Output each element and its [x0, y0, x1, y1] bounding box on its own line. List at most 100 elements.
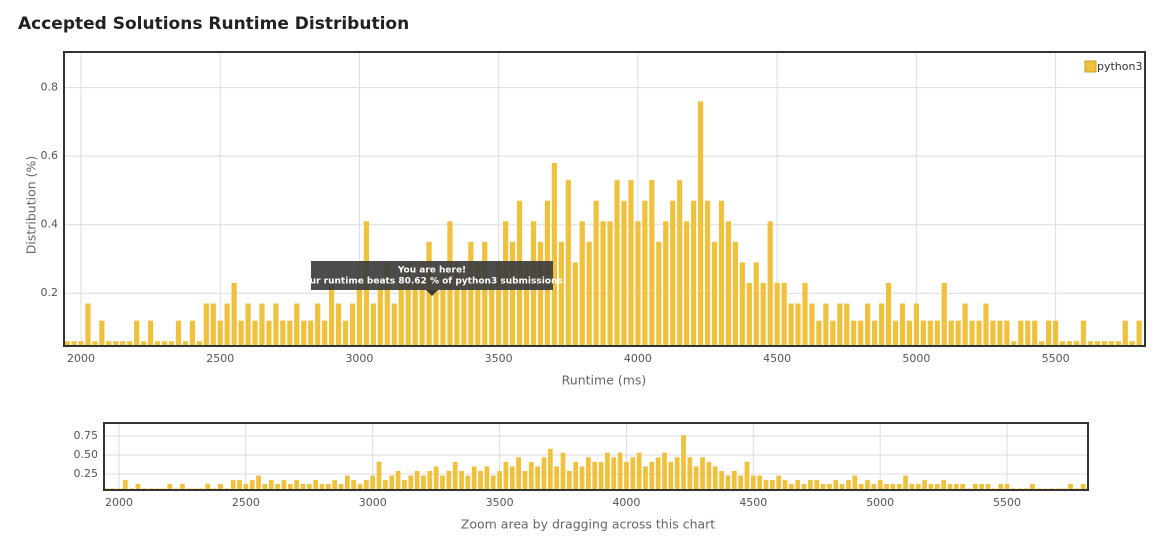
bar [983, 303, 989, 346]
bar [313, 480, 318, 490]
bar [674, 457, 680, 490]
bar [617, 452, 623, 490]
bar [598, 461, 604, 490]
bar [611, 457, 617, 490]
bar [628, 180, 634, 346]
bar [928, 483, 934, 490]
bar [725, 221, 732, 346]
bar [871, 483, 877, 490]
bar [909, 483, 915, 490]
bar [1068, 483, 1073, 490]
bar [801, 483, 807, 490]
bar [154, 341, 161, 346]
bar [1030, 483, 1035, 490]
bar [763, 480, 769, 490]
tooltip: You are here!Your runtime beats 80.62 % … [297, 261, 566, 296]
x-tick-label: 4000 [624, 352, 652, 365]
bar [1004, 483, 1010, 490]
bar [774, 282, 780, 346]
bar [947, 483, 953, 490]
bar [636, 452, 642, 490]
chart-title: Accepted Solutions Runtime Distribution [18, 14, 409, 34]
bar [795, 480, 801, 490]
bar [1032, 320, 1038, 346]
x-tick-label: 5000 [902, 352, 930, 365]
bar [218, 483, 223, 490]
bar [238, 320, 244, 346]
legend: python3 [1084, 60, 1142, 73]
bar [744, 461, 750, 490]
bar [71, 341, 77, 346]
bar [370, 303, 376, 346]
bar [509, 241, 516, 346]
bar [704, 200, 711, 346]
bar [877, 480, 883, 490]
bar [482, 241, 488, 346]
x-tick-label: 2000 [105, 496, 133, 509]
bar [662, 452, 667, 490]
bar [607, 221, 613, 346]
bar [681, 435, 686, 490]
bar [433, 282, 439, 346]
bar [1046, 320, 1052, 346]
bar [781, 282, 787, 346]
bar [256, 475, 261, 490]
bar [249, 480, 255, 490]
bar [572, 262, 578, 346]
bar [1087, 341, 1094, 346]
bar [454, 262, 460, 346]
bar [809, 303, 815, 346]
bar [328, 282, 335, 346]
bar [141, 341, 147, 346]
bar [344, 475, 350, 490]
bar [776, 475, 782, 490]
y-axis-label: Distribution (%) [24, 156, 39, 255]
x-tick-label: 2500 [232, 496, 260, 509]
bar [217, 320, 223, 346]
bar [414, 470, 420, 490]
bar [287, 320, 293, 346]
bar [922, 480, 927, 490]
bar [579, 221, 585, 346]
bar [419, 262, 425, 346]
bar [427, 470, 433, 490]
bar [962, 303, 968, 346]
bar [814, 480, 820, 490]
bar [384, 262, 390, 346]
bar [927, 320, 933, 346]
bar [788, 303, 794, 346]
tooltip-pointer [426, 290, 438, 296]
bar [948, 320, 954, 346]
bar [120, 341, 126, 346]
y-tick-label: 0.25 [74, 467, 99, 480]
bar [554, 466, 560, 490]
bar [760, 282, 766, 346]
bar [1053, 320, 1059, 346]
bar [858, 320, 864, 346]
bar [592, 461, 598, 490]
bar [920, 320, 926, 346]
bar [113, 341, 119, 346]
bar [750, 475, 756, 490]
bar [858, 483, 864, 490]
bar [252, 320, 258, 346]
bar [459, 470, 464, 490]
bar [127, 341, 133, 346]
x-tick-label: 4000 [612, 496, 640, 509]
y-tick-label: 0.2 [41, 286, 59, 299]
bar [516, 457, 521, 490]
bar [624, 461, 629, 490]
bar [294, 480, 299, 490]
bar [649, 180, 655, 346]
bar [718, 200, 725, 346]
bar [953, 483, 959, 490]
bar [915, 483, 921, 490]
bar [349, 303, 356, 346]
bar [899, 303, 906, 346]
bar [1080, 320, 1087, 346]
bar [697, 101, 704, 347]
bar [484, 466, 490, 490]
bar [837, 303, 843, 346]
bar [383, 480, 388, 490]
